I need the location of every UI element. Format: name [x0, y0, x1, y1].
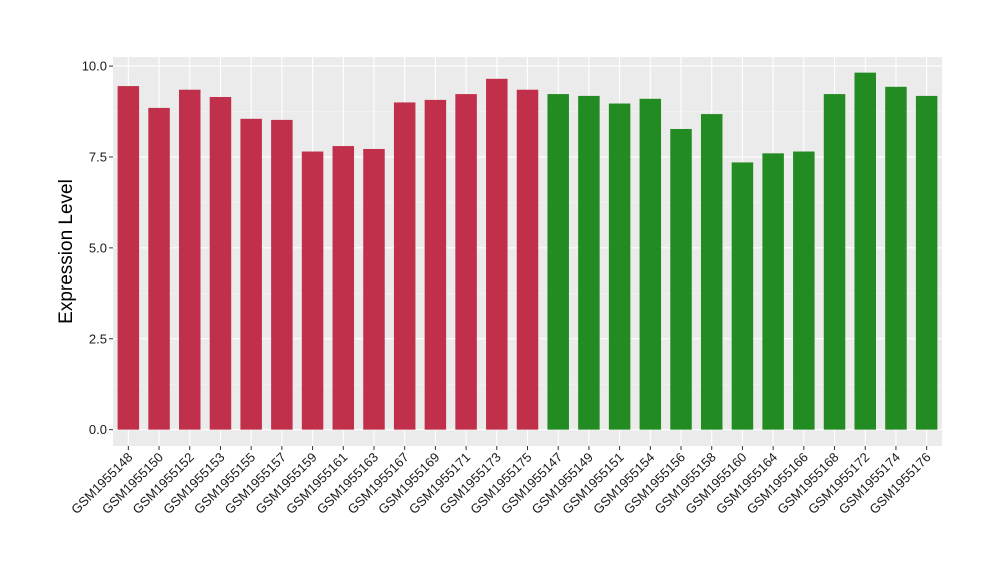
- bar-GSM1955154: [639, 98, 662, 430]
- bar-GSM1955148: [117, 86, 140, 430]
- x-axis-ticks: GSM1955148GSM1955150GSM1955152GSM1955153…: [68, 446, 934, 517]
- y-tick-label: 7.5: [89, 149, 107, 164]
- bar-GSM1955147: [547, 94, 569, 430]
- bar-GSM1955176: [915, 95, 938, 430]
- bar-GSM1955167: [393, 102, 416, 430]
- y-tick-label: 5.0: [89, 240, 107, 255]
- bar-GSM1955175: [516, 89, 539, 430]
- bar-GSM1955159: [301, 151, 324, 430]
- bar-GSM1955164: [762, 153, 784, 430]
- bar-GSM1955169: [424, 99, 447, 430]
- bar-GSM1955151: [608, 103, 631, 430]
- y-axis-title: Expression Level: [56, 179, 77, 324]
- bar-GSM1955153: [209, 96, 232, 430]
- bar-GSM1955168: [823, 94, 846, 430]
- y-tick-label: 0.0: [89, 422, 107, 437]
- bar-GSM1955157: [271, 119, 293, 430]
- bar-GSM1955173: [486, 78, 508, 430]
- bar-GSM1955172: [854, 72, 876, 430]
- y-tick-label: 10.0: [82, 59, 107, 74]
- y-tick-label: 2.5: [89, 331, 107, 346]
- bar-GSM1955161: [332, 146, 355, 430]
- bar-GSM1955150: [148, 107, 170, 430]
- bar-GSM1955174: [885, 86, 907, 430]
- bar-GSM1955155: [240, 118, 262, 430]
- bar-GSM1955160: [731, 162, 754, 430]
- y-axis-ticks: 0.0 2.5 5.0 7.5 10.0: [82, 59, 113, 437]
- bar-GSM1955149: [578, 95, 600, 430]
- bar-GSM1955163: [363, 148, 385, 430]
- bar-GSM1955171: [455, 94, 477, 430]
- bar-GSM1955152: [179, 89, 201, 430]
- bar-GSM1955158: [700, 114, 723, 430]
- bar-GSM1955166: [793, 151, 815, 430]
- bars: [117, 72, 938, 430]
- bar-GSM1955156: [670, 128, 692, 430]
